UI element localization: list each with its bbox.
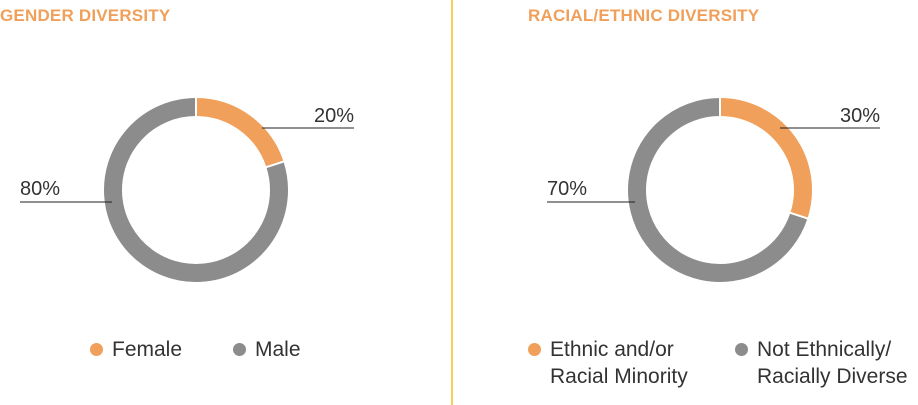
legend-label: Not Ethnically/ Racially Diverse bbox=[757, 338, 908, 388]
legend-item-female: Female bbox=[90, 336, 182, 363]
gender-donut-chart: 20% 80% bbox=[20, 97, 354, 282]
slice-separator bbox=[789, 211, 809, 220]
gender-diversity-panel: GENDER DIVERSITY 20% 80% Female Male bbox=[0, 0, 450, 405]
donut-slice-ethnic-and-or-racial-minority bbox=[719, 98, 812, 219]
donut-slice-female bbox=[195, 98, 284, 168]
racial-ethnic-donut-chart: 30% 70% bbox=[547, 97, 880, 282]
percent-label: 80% bbox=[20, 178, 60, 200]
legend-swatch-minority bbox=[528, 343, 541, 356]
legend-swatch-male bbox=[233, 343, 246, 356]
legend-item-ethnic-racial-minority: Ethnic and/or Racial Minority bbox=[528, 336, 688, 390]
slice-separator bbox=[265, 160, 285, 169]
legend-label: Female bbox=[112, 338, 183, 361]
panel-divider bbox=[451, 0, 453, 405]
donut-slice-not-ethnically-racially-diverse bbox=[628, 98, 808, 282]
legend-item-male: Male bbox=[233, 336, 301, 363]
legend-swatch-female bbox=[90, 343, 103, 356]
legend-swatch-not-diverse bbox=[735, 343, 748, 356]
chart-title: RACIAL/ETHNIC DIVERSITY bbox=[528, 6, 760, 25]
percent-label: 70% bbox=[547, 178, 587, 200]
percent-label: 30% bbox=[840, 105, 880, 127]
donut-slice-male bbox=[104, 98, 288, 282]
legend-label: Ethnic and/or Racial Minority bbox=[550, 338, 688, 388]
racial-ethnic-diversity-panel: RACIAL/ETHNIC DIVERSITY 30% 70% Ethnic an… bbox=[455, 0, 918, 405]
legend-label: Male bbox=[255, 338, 301, 361]
chart-title: GENDER DIVERSITY bbox=[0, 6, 171, 25]
percent-label: 20% bbox=[314, 105, 354, 127]
legend-item-not-ethnically-diverse: Not Ethnically/ Racially Diverse bbox=[735, 336, 908, 390]
